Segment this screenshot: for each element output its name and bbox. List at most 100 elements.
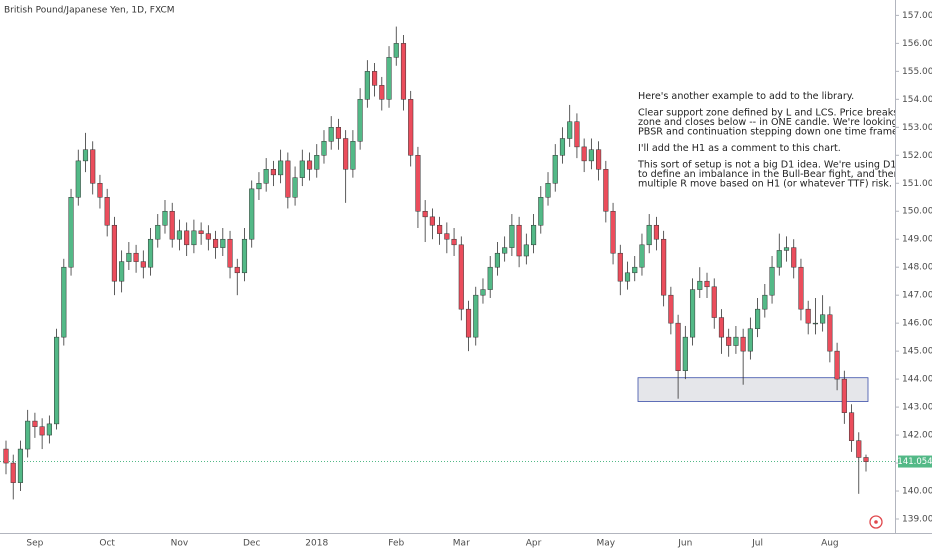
candle-body xyxy=(364,71,370,100)
y-tick-label: 140.000 xyxy=(902,487,932,497)
candle-body xyxy=(639,244,645,268)
y-tick-label: 151.000 xyxy=(902,179,932,189)
candle-body xyxy=(581,146,587,162)
candle-body xyxy=(104,197,110,226)
candle-body xyxy=(278,160,284,176)
candle-body xyxy=(386,57,392,100)
candle-body xyxy=(465,308,472,338)
candle-body xyxy=(783,247,790,251)
candle-body xyxy=(487,266,493,290)
candle-body xyxy=(335,127,341,139)
annotation-text: multiple R move based on H1 (or whatever… xyxy=(638,179,892,190)
candle-body xyxy=(357,99,363,142)
candle-body xyxy=(205,233,211,240)
candle-body xyxy=(711,286,717,318)
candle-body xyxy=(689,289,696,338)
candle-body xyxy=(827,314,833,352)
y-tick-label: 152.000 xyxy=(902,151,932,161)
candle-body xyxy=(726,336,732,346)
y-tick-label: 150.000 xyxy=(902,207,932,217)
candle-body xyxy=(415,155,421,212)
candle-body xyxy=(39,426,45,436)
candle-body xyxy=(863,457,869,462)
annotation-text: zone and closes below -- in ONE candle. … xyxy=(638,117,923,128)
candle-body xyxy=(147,238,154,268)
candle-body xyxy=(422,210,428,218)
x-tick-label: Jul xyxy=(751,539,763,549)
candle-body xyxy=(198,230,204,234)
candle-body xyxy=(437,224,443,234)
last-price-box xyxy=(898,455,932,468)
y-tick-label: 142.000 xyxy=(902,431,932,441)
candle-body xyxy=(379,85,385,100)
candle-body xyxy=(762,294,768,310)
candle-body xyxy=(328,127,334,142)
y-tick-label: 156.000 xyxy=(902,39,932,49)
candle-body xyxy=(776,250,782,268)
y-tick-label: 149.000 xyxy=(902,235,932,245)
candle-body xyxy=(169,210,175,240)
y-tick-label: 146.000 xyxy=(902,319,932,329)
candle-body xyxy=(3,448,9,464)
candle-body xyxy=(54,336,60,425)
candle-body xyxy=(480,289,486,296)
x-tick-label: 2018 xyxy=(305,539,328,549)
x-tick-label: Oct xyxy=(99,539,115,549)
candle-body xyxy=(812,322,818,325)
candle-body xyxy=(306,160,313,170)
annotation-text: I'll add the H1 as a comment to this cha… xyxy=(638,143,841,154)
candle-body xyxy=(682,336,688,371)
candle-body xyxy=(697,280,703,290)
candle-body xyxy=(733,336,739,346)
x-tick-label: Aug xyxy=(821,539,839,549)
candle-body xyxy=(140,261,146,268)
candle-body xyxy=(567,121,573,139)
annotation-text: Clear support zone defined by L and LCS.… xyxy=(638,108,917,119)
candle-body xyxy=(473,294,479,338)
candle-body xyxy=(155,224,161,240)
candle-body xyxy=(531,224,537,246)
candle-body xyxy=(502,247,508,254)
candle-body xyxy=(241,238,248,274)
candle-body xyxy=(552,155,558,184)
candle-body xyxy=(111,224,117,282)
candle-body xyxy=(718,317,725,338)
candle-body xyxy=(603,169,609,212)
candle-body xyxy=(596,149,602,170)
x-tick-label: Sep xyxy=(26,539,43,549)
x-tick-label: Mar xyxy=(453,539,470,549)
candle-body xyxy=(314,155,320,170)
candle-body xyxy=(227,238,233,268)
x-tick-label: Apr xyxy=(526,539,542,549)
annotation-text: PBSR and continuation stepping down one … xyxy=(638,127,901,138)
candle-body xyxy=(256,183,262,190)
y-tick-label: 145.000 xyxy=(902,347,932,357)
y-tick-label: 148.000 xyxy=(902,263,932,273)
candle-body xyxy=(82,149,89,162)
candle-body xyxy=(184,230,190,246)
x-tick-label: Feb xyxy=(388,539,404,549)
candle-body xyxy=(545,183,551,198)
candle-body xyxy=(133,252,139,262)
candle-body xyxy=(234,266,240,274)
candle-body xyxy=(408,99,414,156)
candle-body xyxy=(10,462,16,483)
y-tick-label: 155.000 xyxy=(902,67,932,77)
candle-body xyxy=(372,71,378,86)
candle-body xyxy=(400,43,407,100)
y-tick-label: 157.000 xyxy=(902,11,932,21)
logo-dot xyxy=(874,520,878,524)
candle-body xyxy=(220,238,226,248)
candle-body xyxy=(538,197,544,226)
candle-body xyxy=(834,350,840,380)
candle-body xyxy=(285,160,291,198)
candle-body xyxy=(25,420,31,450)
candle-body xyxy=(624,272,631,282)
candle-body xyxy=(668,294,674,324)
candle-body xyxy=(191,230,197,246)
candle-body xyxy=(249,188,255,240)
candle-body xyxy=(516,224,522,257)
candle-body xyxy=(97,183,103,198)
y-tick-label: 143.000 xyxy=(902,403,932,413)
